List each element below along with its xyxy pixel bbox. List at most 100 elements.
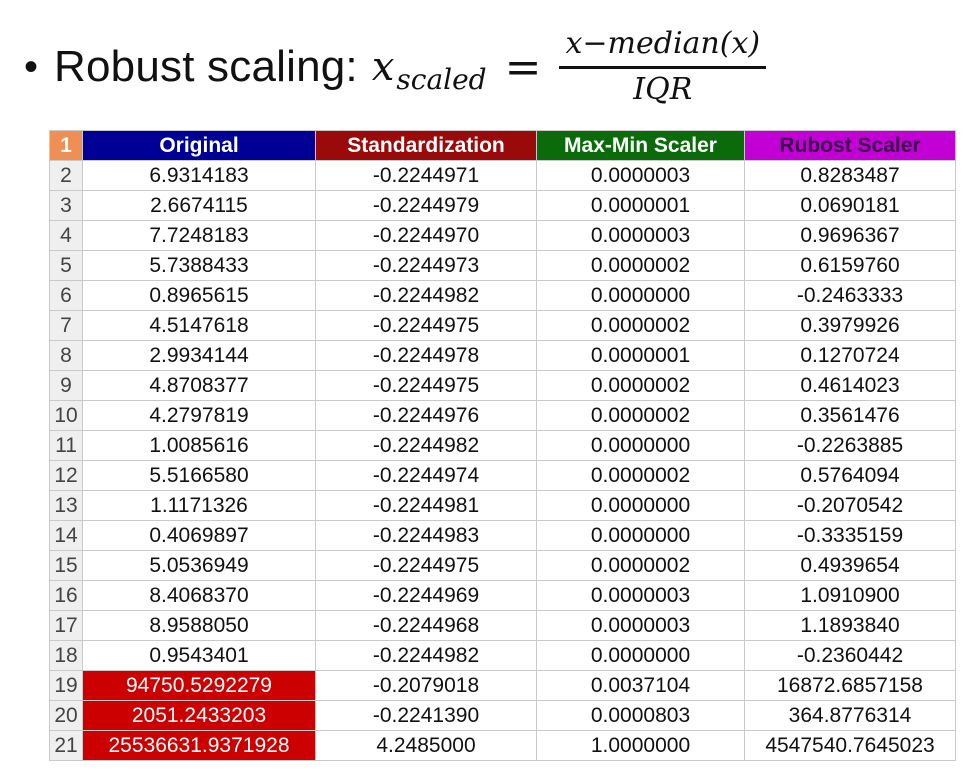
cell-standardization[interactable]: -0.2244975 [315, 310, 537, 341]
cell-standardization[interactable]: 4.2485000 [315, 730, 537, 761]
cell-original[interactable]: 8.9588050 [82, 610, 316, 641]
cell-robust-scaler[interactable]: 364.8776314 [744, 700, 956, 731]
row-number[interactable]: 21 [49, 730, 83, 761]
cell-original[interactable]: 25536631.9371928 [82, 730, 316, 761]
row-number[interactable]: 2 [49, 160, 83, 191]
cell-original[interactable]: 2.6674115 [82, 190, 316, 221]
row-number[interactable]: 6 [49, 280, 83, 311]
row-number[interactable]: 8 [49, 340, 83, 371]
row-number[interactable]: 14 [49, 520, 83, 551]
row-number[interactable]: 3 [49, 190, 83, 221]
cell-max-min-scaler[interactable]: 0.0000002 [536, 250, 745, 281]
cell-robust-scaler[interactable]: 4547540.7645023 [744, 730, 956, 761]
row-number-corner[interactable]: 1 [49, 130, 83, 161]
cell-standardization[interactable]: -0.2244969 [315, 580, 537, 611]
cell-standardization[interactable]: -0.2244982 [315, 640, 537, 671]
cell-standardization[interactable]: -0.2244982 [315, 280, 537, 311]
cell-robust-scaler[interactable]: 0.8283487 [744, 160, 956, 191]
cell-original[interactable]: 4.8708377 [82, 370, 316, 401]
row-number[interactable]: 16 [49, 580, 83, 611]
cell-robust-scaler[interactable]: -0.2463333 [744, 280, 956, 311]
cell-standardization[interactable]: -0.2244970 [315, 220, 537, 251]
cell-original[interactable]: 5.7388433 [82, 250, 316, 281]
cell-robust-scaler[interactable]: 0.3979926 [744, 310, 956, 341]
row-number[interactable]: 7 [49, 310, 83, 341]
cell-robust-scaler[interactable]: -0.2070542 [744, 490, 956, 521]
cell-standardization[interactable]: -0.2244968 [315, 610, 537, 641]
cell-standardization[interactable]: -0.2244981 [315, 490, 537, 521]
cell-max-min-scaler[interactable]: 0.0000002 [536, 400, 745, 431]
column-header-standardization[interactable]: Standardization [315, 130, 537, 161]
cell-max-min-scaler[interactable]: 0.0000003 [536, 610, 745, 641]
row-number[interactable]: 15 [49, 550, 83, 581]
cell-robust-scaler[interactable]: 0.4939654 [744, 550, 956, 581]
cell-max-min-scaler[interactable]: 0.0000002 [536, 550, 745, 581]
cell-standardization[interactable]: -0.2244971 [315, 160, 537, 191]
cell-robust-scaler[interactable]: 1.0910900 [744, 580, 956, 611]
cell-max-min-scaler[interactable]: 0.0037104 [536, 670, 745, 701]
row-number[interactable]: 11 [49, 430, 83, 461]
cell-max-min-scaler[interactable]: 0.0000803 [536, 700, 745, 731]
cell-original[interactable]: 94750.5292279 [82, 670, 316, 701]
column-header-max-min-scaler[interactable]: Max-Min Scaler [536, 130, 745, 161]
cell-max-min-scaler[interactable]: 0.0000000 [536, 640, 745, 671]
cell-standardization[interactable]: -0.2244978 [315, 340, 537, 371]
cell-max-min-scaler[interactable]: 0.0000001 [536, 340, 745, 371]
cell-original[interactable]: 5.0536949 [82, 550, 316, 581]
cell-original[interactable]: 4.2797819 [82, 400, 316, 431]
cell-original[interactable]: 2.9934144 [82, 340, 316, 371]
cell-robust-scaler[interactable]: 0.1270724 [744, 340, 956, 371]
cell-standardization[interactable]: -0.2244983 [315, 520, 537, 551]
cell-original[interactable]: 4.5147618 [82, 310, 316, 341]
cell-original[interactable]: 0.9543401 [82, 640, 316, 671]
cell-robust-scaler[interactable]: 0.6159760 [744, 250, 956, 281]
cell-standardization[interactable]: -0.2244973 [315, 250, 537, 281]
column-header-original[interactable]: Original [82, 130, 316, 161]
cell-original[interactable]: 1.1171326 [82, 490, 316, 521]
cell-original[interactable]: 7.7248183 [82, 220, 316, 251]
cell-original[interactable]: 5.5166580 [82, 460, 316, 491]
row-number[interactable]: 17 [49, 610, 83, 641]
cell-max-min-scaler[interactable]: 0.0000003 [536, 160, 745, 191]
cell-max-min-scaler[interactable]: 0.0000001 [536, 190, 745, 221]
cell-standardization[interactable]: -0.2244975 [315, 370, 537, 401]
row-number[interactable]: 5 [49, 250, 83, 281]
column-header-robust-scaler[interactable]: Rubost Scaler [744, 130, 956, 161]
cell-original[interactable]: 1.0085616 [82, 430, 316, 461]
cell-max-min-scaler[interactable]: 0.0000000 [536, 490, 745, 521]
cell-robust-scaler[interactable]: 0.9696367 [744, 220, 956, 251]
cell-max-min-scaler[interactable]: 0.0000000 [536, 430, 745, 461]
row-number[interactable]: 13 [49, 490, 83, 521]
cell-max-min-scaler[interactable]: 0.0000000 [536, 520, 745, 551]
row-number[interactable]: 4 [49, 220, 83, 251]
cell-standardization[interactable]: -0.2244976 [315, 400, 537, 431]
cell-robust-scaler[interactable]: 16872.6857158 [744, 670, 956, 701]
cell-robust-scaler[interactable]: -0.3335159 [744, 520, 956, 551]
cell-standardization[interactable]: -0.2079018 [315, 670, 537, 701]
cell-max-min-scaler[interactable]: 0.0000002 [536, 370, 745, 401]
row-number[interactable]: 20 [49, 700, 83, 731]
cell-standardization[interactable]: -0.2241390 [315, 700, 537, 731]
cell-max-min-scaler[interactable]: 1.0000000 [536, 730, 745, 761]
cell-max-min-scaler[interactable]: 0.0000000 [536, 280, 745, 311]
cell-robust-scaler[interactable]: 0.5764094 [744, 460, 956, 491]
cell-max-min-scaler[interactable]: 0.0000003 [536, 220, 745, 251]
cell-max-min-scaler[interactable]: 0.0000003 [536, 580, 745, 611]
cell-standardization[interactable]: -0.2244974 [315, 460, 537, 491]
row-number[interactable]: 12 [49, 460, 83, 491]
cell-max-min-scaler[interactable]: 0.0000002 [536, 310, 745, 341]
cell-original[interactable]: 6.9314183 [82, 160, 316, 191]
cell-robust-scaler[interactable]: 0.3561476 [744, 400, 956, 431]
cell-standardization[interactable]: -0.2244982 [315, 430, 537, 461]
cell-max-min-scaler[interactable]: 0.0000002 [536, 460, 745, 491]
cell-original[interactable]: 8.4068370 [82, 580, 316, 611]
cell-robust-scaler[interactable]: 0.0690181 [744, 190, 956, 221]
cell-standardization[interactable]: -0.2244975 [315, 550, 537, 581]
cell-original[interactable]: 0.4069897 [82, 520, 316, 551]
row-number[interactable]: 19 [49, 670, 83, 701]
row-number[interactable]: 10 [49, 400, 83, 431]
cell-robust-scaler[interactable]: -0.2263885 [744, 430, 956, 461]
cell-standardization[interactable]: -0.2244979 [315, 190, 537, 221]
row-number[interactable]: 9 [49, 370, 83, 401]
cell-original[interactable]: 0.8965615 [82, 280, 316, 311]
